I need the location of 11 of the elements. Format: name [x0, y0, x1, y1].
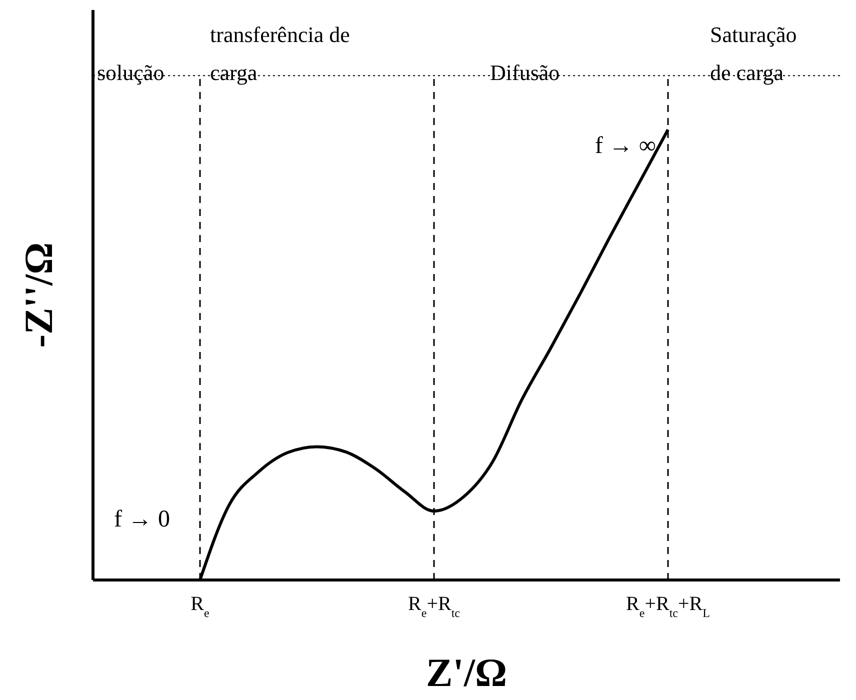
text: Difusão: [490, 59, 561, 87]
text: transferência de carga: [210, 21, 351, 87]
annotation: f → 0: [114, 506, 170, 533]
x-axis-title: Z'/Ω: [426, 650, 507, 695]
text: solução: [97, 59, 166, 87]
y-axis-title: -Z''/Ω: [16, 242, 62, 348]
x-tick-label: R$_{e}$+R$_{tc}$+R$_{L}$: [626, 593, 710, 620]
text: Saturação de carga: [710, 21, 798, 87]
x-tick-label: R$_{e}$: [190, 593, 210, 620]
annotation: f → ∞: [594, 133, 656, 160]
x-tick-label: R$_{e}$+R$_{tc}$: [408, 593, 460, 620]
